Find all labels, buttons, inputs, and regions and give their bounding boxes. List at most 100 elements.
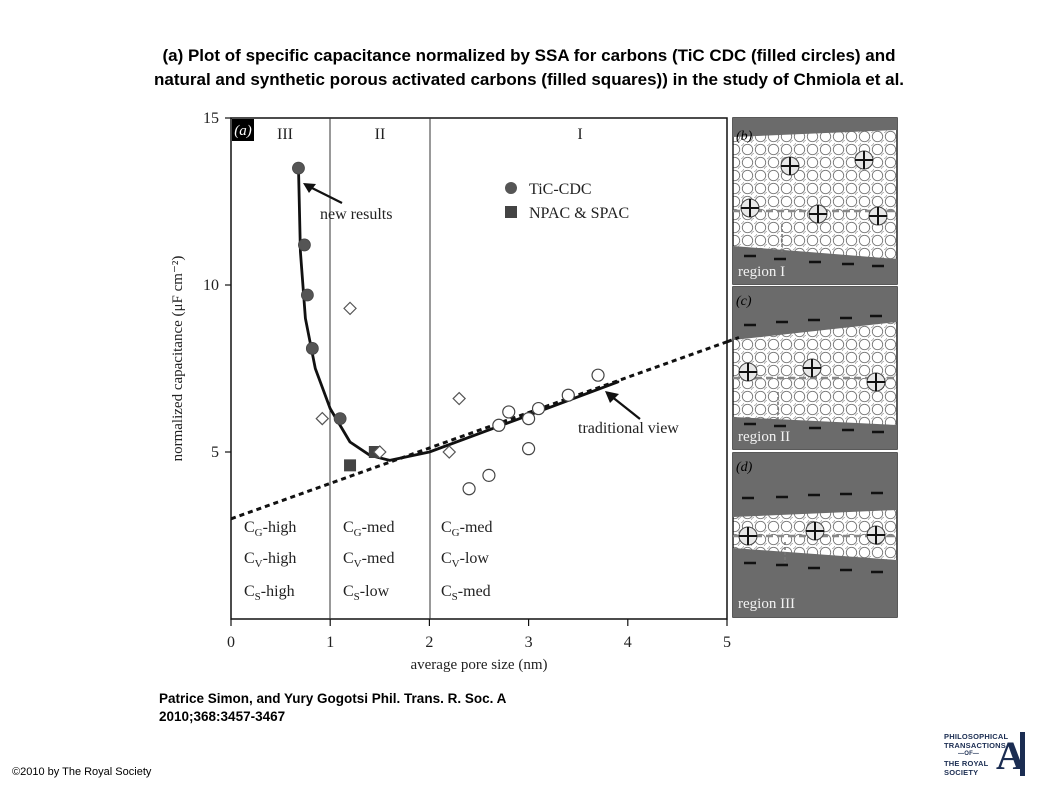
point-open-circle-5 [521,412,536,426]
x-tick-label-0: 0 [227,634,235,651]
panel-region-label: region III [738,596,795,612]
x-tick-label-3: 3 [525,634,533,651]
panel-region-label: region I [738,264,785,280]
legend-entry-0: TiC-CDC [529,181,592,198]
panel-label-box [232,119,254,141]
panel-region-label: region II [738,429,790,445]
panel-top-electrode [733,287,897,340]
copyright-text: ©2010 by The Royal Society [12,766,152,778]
citation-line-2: 2010;368:3457-3467 [159,709,286,724]
plot-border [230,117,728,620]
royal-society-logo: PHILOSOPHICAL TRANSACTIONS —OF— THE ROYA… [944,732,1030,778]
point-filled-circle-0 [292,161,305,175]
table-cell-0-0: CG-high [244,519,296,539]
annotation-arrow-traditional-view [610,395,641,420]
traditional-view-line [231,340,727,521]
logo-text: PHILOSOPHICAL TRANSACTIONS —OF— THE ROYA… [944,732,1008,777]
point-open-circle-6 [531,401,546,416]
annotation-traditional-view: traditional view [578,420,679,437]
title-line-2: natural and synthetic porous activated c… [153,70,905,89]
y-tick-label-0: 5 [211,444,219,461]
ion-plus-1 [854,150,874,170]
side-panel-c: (c) region II [732,286,898,450]
axes: 0 1 2 3 4 5 5 10 15 average pore size (nm) normali… [170,110,731,673]
point-open-circle-8 [591,368,605,382]
ion-plus-1 [802,358,822,378]
panel-bottom-electrode [733,548,897,617]
annotation-new-results: new results [320,206,392,223]
point-filled-circle-3 [305,342,319,355]
logo-line-3: —OF— [958,751,980,757]
panel-label-c: (c) [736,294,752,309]
point-filled-circle-4 [333,412,347,426]
arrowhead-new-results [303,183,316,193]
slide-title: (a) Plot of specific capacitance normali… [20,44,1038,92]
panel-top-electrode [733,453,897,517]
table-cell-1-2: CV-low [441,550,489,570]
x-tick-label-1: 1 [326,634,334,651]
legend-marker-circle [505,182,517,194]
table-cell-2-2: CS-med [441,583,491,603]
point-open-circle-1 [482,468,496,482]
side-panels: (b) region I (c) region II (d) region III [732,117,898,618]
ion-plus-4 [868,206,888,226]
arrowhead-traditional-view [605,391,619,403]
ion-plus-2 [866,525,886,545]
region-label-I: I [577,126,582,143]
plot-area [230,117,728,620]
point-open-circle-7 [561,388,575,402]
logo-line-4: THE ROYAL [944,759,989,768]
point-open-circle-3 [502,405,516,419]
point-filled-square-0 [344,459,357,472]
ion-plus-1 [805,521,825,541]
table-cell-0-2: CG-med [441,519,493,539]
point-filled-circle-1 [298,238,311,252]
y-tick-label-2: 15 [203,110,219,127]
table-cell-0-1: CG-med [343,519,395,539]
x-tick-label-2: 2 [425,634,433,651]
point-open-circle-0 [462,482,476,496]
point-filled-circle-2 [300,288,314,302]
annotation-arrow-new-results [307,185,343,204]
ion-plus-0 [780,156,800,176]
point-open-diamond-2 [372,445,387,459]
legend-marker-square [505,206,517,218]
traditional-view-line-extension [726,336,740,344]
point-open-diamond-4 [452,391,467,406]
panel-bottom-electrode [733,246,897,284]
panel-top-electrode [733,118,897,137]
ion-plus-2 [740,198,760,218]
x-axis-label: average pore size (nm) [410,657,547,673]
panel-label-b: (b) [736,129,753,144]
data-points [292,161,605,496]
ion-plus-3 [808,204,828,224]
table-cell-2-1: CS-low [343,583,390,603]
table-cell-1-0: CV-high [244,550,296,570]
ion-plus-0 [738,526,758,546]
point-open-diamond-3 [442,445,457,459]
panel-label: (a) [234,123,252,139]
ion-plus-0 [738,362,758,382]
citation-line-1: Patrice Simon, and Yury Gogotsi Phil. Tr… [159,691,507,706]
citation: Patrice Simon, and Yury Gogotsi Phil. Tr… [159,690,506,726]
title-line-1: (a) Plot of specific capacitance normali… [162,46,896,65]
capacitance-table: CG-high CG-med CG-med CV-high CV-med CV-low CS… [244,519,493,603]
region-label-III: III [277,126,293,143]
logo-line-1: PHILOSOPHICAL [944,732,1009,741]
table-cell-1-1: CV-med [343,550,395,570]
y-axis-label: normalized capacitance (μF cm⁻²) [170,256,186,462]
side-panel-b: (b) region I [732,117,898,285]
region-label-II: II [375,126,386,143]
point-open-circle-2 [492,418,506,432]
ion-plus-2 [866,372,886,392]
panel-label-d: (d) [736,460,753,475]
legend-entry-1: NPAC & SPAC [529,205,629,222]
logo-line-2: TRANSACTIONS [944,741,1006,750]
logo-side-bar [1020,732,1025,776]
point-open-diamond-1 [343,301,357,316]
y-tick-label-1: 10 [203,277,219,294]
side-panel-d: (d) region III [732,452,898,618]
table-cell-2-0: CS-high [244,583,295,603]
